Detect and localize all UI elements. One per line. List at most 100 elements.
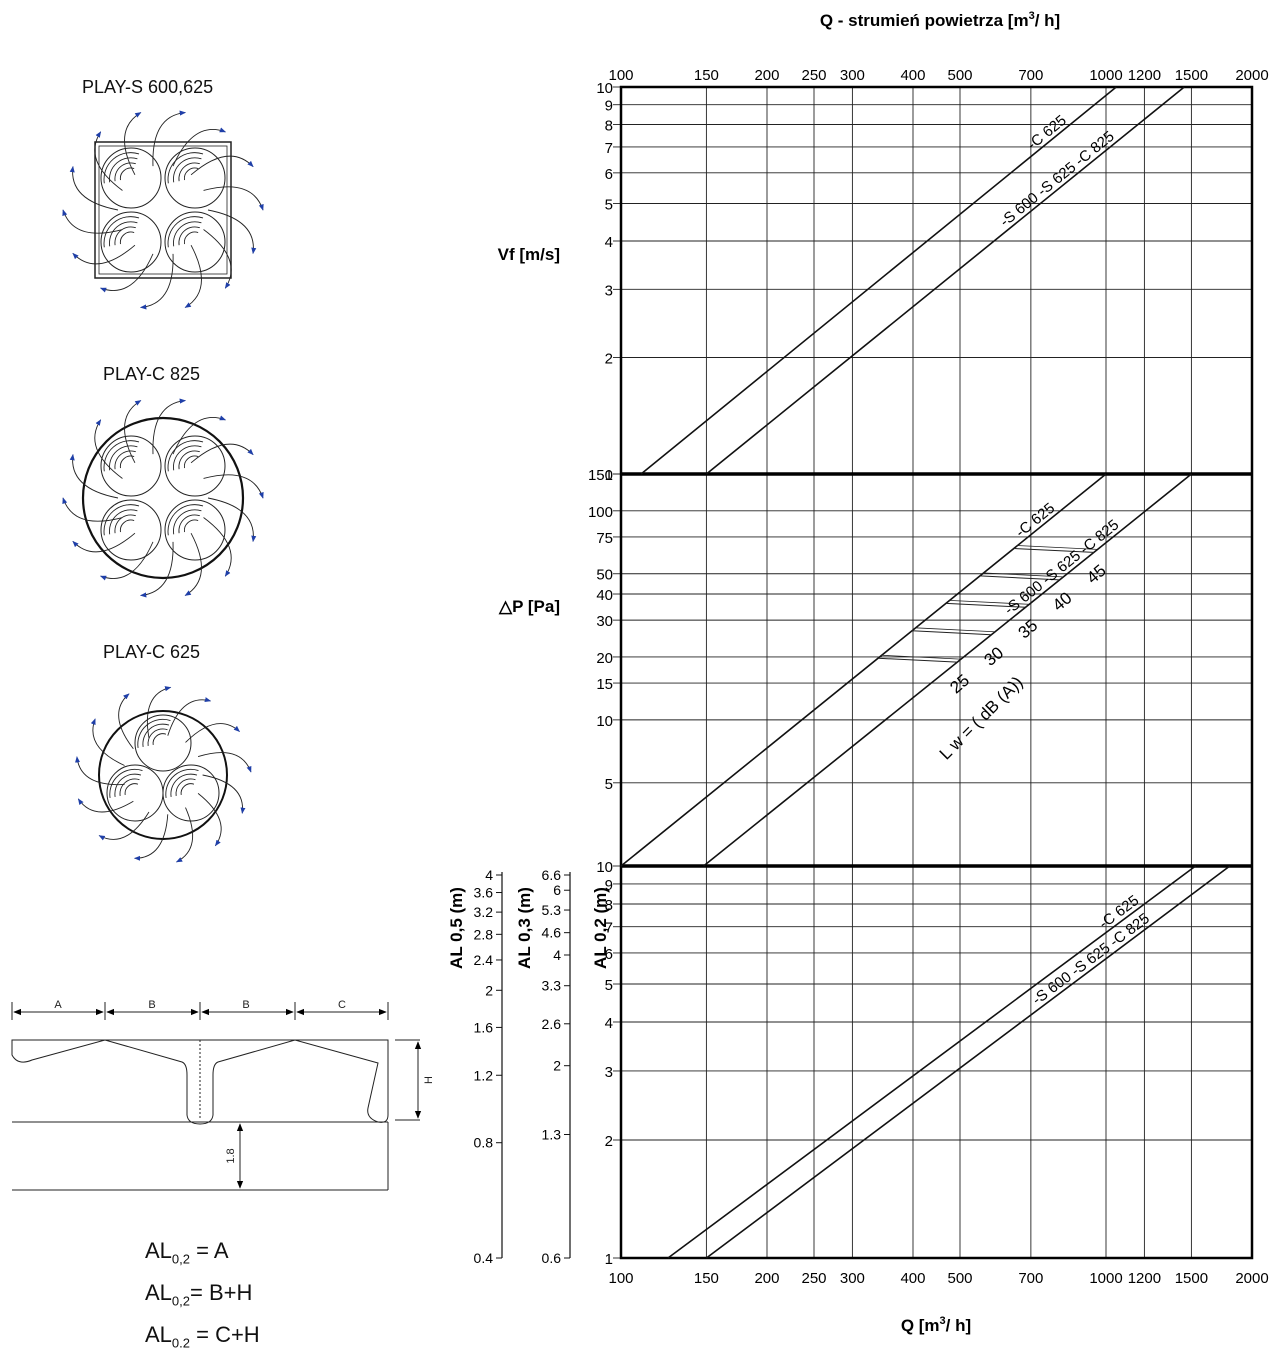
dim-label-a: A [54, 999, 62, 1011]
plot-border [619, 85, 1254, 1260]
airflow-arrow [118, 693, 134, 750]
swirl-vane [119, 519, 135, 533]
dim-label-b2: B [242, 999, 249, 1011]
swirl-vane [103, 152, 140, 184]
swirl-vane [183, 231, 199, 245]
series-line-dp-0 [620, 473, 1107, 867]
formula-1-base: AL [145, 1238, 172, 1263]
x-tick-label-bottom: 150 [694, 1270, 719, 1287]
swirl-lobe [106, 764, 164, 822]
al-axis-tick-label: 4.6 [542, 925, 562, 941]
airflow-arrow [69, 165, 119, 211]
y-tick-label: 20 [596, 650, 613, 667]
y-axis-label-dp: △P [Pa] [498, 597, 560, 616]
noise-rung-inner [948, 599, 1029, 605]
al-axis-tick-label: 2 [485, 982, 493, 998]
swirl-vane [167, 216, 204, 248]
airflow-arrow [152, 398, 186, 455]
y-tick-label: 4 [605, 234, 613, 251]
swirl-lobe [100, 435, 162, 497]
formula-2-base: AL [145, 1280, 172, 1305]
y-tick-label: 8 [605, 897, 613, 914]
al-axis-tick-label: 3.6 [474, 885, 494, 901]
dim-label-c: C [338, 999, 346, 1011]
x-axis-title-bottom: Q [m3/ h] [901, 1315, 971, 1335]
swirl-vane [119, 167, 135, 181]
al-axis-tick-label: 0.4 [474, 1250, 494, 1266]
noise-rung [945, 602, 1026, 608]
play-s-diagram [62, 110, 264, 310]
series-line-dp-1 [703, 473, 1192, 867]
formula-3: AL0.2 = C+H [145, 1322, 260, 1350]
diagram-title-play-c-625: PLAY-C 625 [103, 642, 201, 662]
x-axis-title-bottom-sup: 3 [940, 1315, 946, 1327]
al-axis-tick-label: 6 [553, 882, 561, 898]
swirl-lobe [164, 211, 226, 273]
airflow-arrow [197, 752, 252, 773]
diagram-title-play-c-825: PLAY-C 825 [103, 364, 201, 384]
swirl-vane [147, 728, 168, 747]
swirl-vane [167, 504, 204, 536]
formula-2-sub: 0,2 [171, 1293, 190, 1309]
swirl-vane [114, 226, 136, 246]
x-tick-label-top: 1200 [1128, 67, 1161, 84]
section-drawing [11, 1002, 422, 1191]
series-line-al-0 [667, 865, 1197, 1259]
series-line-vf-0 [640, 86, 1117, 475]
y-tick-label: 15 [596, 676, 613, 693]
x-tick-label-top: 250 [801, 67, 826, 84]
x-tick-label-top: 150 [694, 67, 719, 84]
x-tick-label-top: 100 [608, 67, 633, 84]
y-tick-label: 150 [588, 467, 613, 484]
al-axis-tick-label: 6.6 [542, 867, 562, 883]
swirl-vane [178, 450, 200, 470]
swirl-vane [165, 768, 199, 799]
swirl-vane [175, 778, 196, 797]
x-tick-label-top: 300 [840, 67, 865, 84]
x-tick-label-bottom: 300 [840, 1270, 865, 1287]
airflow-arrow [203, 229, 232, 289]
airflow-arrow [203, 474, 264, 499]
y-tick-label: 1 [605, 467, 613, 484]
swirl-vane [114, 450, 136, 470]
y-tick-label: 6 [605, 946, 613, 963]
airflow-arrow [190, 155, 254, 176]
y-tick-label: 10 [596, 80, 613, 97]
x-tick-label-bottom: 250 [801, 1270, 826, 1287]
swirl-lobe [100, 499, 162, 561]
al-axis-label-2: AL 0,2 (m) [591, 887, 610, 969]
swirl-vane [109, 445, 138, 471]
x-tick-label-top: 1500 [1175, 67, 1208, 84]
swirl-vane [103, 440, 140, 472]
swirl-vane [119, 455, 135, 469]
swirl-vane [109, 221, 138, 247]
formula-3-sub: 0.2 [171, 1335, 190, 1351]
airflow-arrow [124, 112, 142, 176]
x-tick-label-top: 700 [1018, 67, 1043, 84]
airflow-arrow [69, 453, 119, 499]
noise-level-label: 30 [981, 643, 1008, 670]
x-tick-label-bottom: 400 [900, 1270, 925, 1287]
airflow-arrow [203, 186, 264, 211]
airflow-arrow [197, 793, 222, 847]
airflow-arrow [140, 541, 174, 598]
x-axis-title-bottom-end: / h] [946, 1316, 972, 1335]
y-tick-label: 5 [605, 776, 613, 793]
airflow-arrow [124, 400, 142, 464]
dim-label-h: H [423, 1076, 435, 1084]
dim-label-b1: B [148, 999, 155, 1011]
y-tick-label: 2 [605, 351, 613, 368]
y-tick-label: 1 [605, 1251, 613, 1268]
swirl-vane [119, 778, 140, 797]
swirl-vane [119, 231, 135, 245]
airflow-arrow [167, 697, 212, 736]
noise-rung [979, 575, 1060, 581]
al-axis-tick-label: 2 [553, 1058, 561, 1074]
swirl-vane [178, 226, 200, 246]
series-label-vf-1: -S 600 -S 625 -C 825 [997, 128, 1118, 230]
y-tick-label: 8 [605, 118, 613, 135]
x-tick-label-bottom: 1000 [1089, 1270, 1122, 1287]
swirl-vane [103, 504, 140, 536]
airflow-arrow [152, 110, 186, 167]
